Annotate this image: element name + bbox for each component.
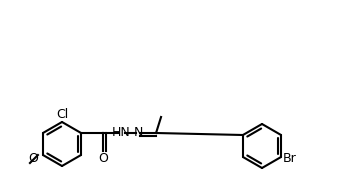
Text: Br: Br [283, 152, 297, 164]
Text: HN: HN [112, 126, 130, 140]
Text: O: O [98, 152, 108, 165]
Text: O: O [28, 152, 38, 165]
Text: N: N [133, 126, 143, 140]
Text: Cl: Cl [56, 108, 68, 121]
